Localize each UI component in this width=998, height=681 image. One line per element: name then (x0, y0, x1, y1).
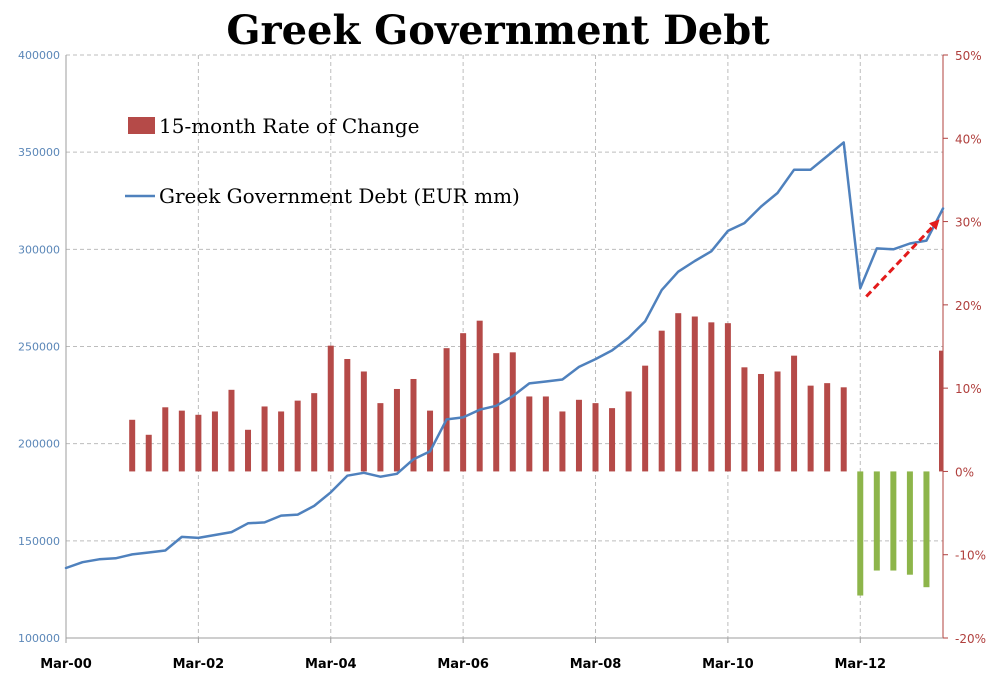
bar (857, 471, 864, 596)
right-tick-label: 0% (955, 465, 974, 479)
bar (195, 414, 202, 472)
bar (311, 393, 318, 472)
bar (427, 410, 434, 472)
axes: 100000 150000 200000 250000 300000 350000 4000… (18, 49, 986, 672)
right-tick-label: -10% (955, 549, 986, 563)
legend-swatch-bars (128, 117, 155, 134)
left-tick-label: 400000 (18, 49, 60, 62)
bar (791, 355, 798, 472)
bar (129, 419, 136, 472)
bar (741, 367, 748, 472)
bar (807, 385, 814, 472)
right-tick-label: 50% (955, 49, 982, 63)
right-tick-label: -20% (955, 632, 986, 646)
bar (327, 345, 334, 472)
bar (923, 471, 930, 588)
bar (228, 389, 235, 472)
x-tick-label: Mar-12 (834, 657, 886, 672)
bar (443, 348, 450, 472)
left-tick-label: 200000 (18, 438, 60, 451)
bar (642, 365, 649, 472)
bar (939, 350, 943, 472)
bar (245, 429, 252, 472)
bar (675, 313, 682, 472)
bar (708, 322, 715, 472)
x-tick-label: Mar-00 (40, 657, 92, 672)
right-tick-label: 30% (955, 216, 982, 230)
debt-line (64, 141, 945, 570)
bar (211, 411, 218, 472)
bar (609, 408, 616, 472)
bar (542, 396, 549, 472)
bar (344, 358, 351, 472)
right-tick-label: 20% (955, 299, 982, 313)
chart-title: Greek Government Debt (226, 7, 770, 54)
bar (278, 411, 285, 472)
legend: 15-month Rate of Change Greek Government… (125, 114, 520, 208)
annotations (865, 219, 940, 298)
bar (658, 330, 665, 472)
x-tick-label: Mar-02 (173, 657, 225, 672)
left-tick-label: 150000 (18, 535, 60, 548)
bar (906, 471, 913, 575)
grid (66, 54, 943, 638)
legend-label-bars: 15-month Rate of Change (159, 114, 419, 138)
line-series (64, 141, 945, 570)
bar (377, 403, 384, 472)
bar (476, 320, 483, 472)
left-tick-label: 300000 (18, 243, 60, 256)
bar (178, 410, 185, 472)
bar (890, 471, 897, 571)
bar (261, 406, 268, 472)
bar (757, 373, 764, 472)
bar (294, 400, 301, 472)
bar (774, 371, 781, 472)
bar (691, 316, 698, 472)
x-tick-label: Mar-06 (437, 657, 489, 672)
bar (824, 383, 831, 472)
legend-label-line: Greek Government Debt (EUR mm) (159, 184, 520, 208)
bar-series (129, 313, 943, 596)
bar (393, 388, 400, 472)
right-tick-label: 10% (955, 382, 982, 396)
right-tick-label: 40% (955, 132, 982, 146)
left-tick-label: 350000 (18, 146, 60, 159)
bar (575, 399, 582, 472)
bar (625, 391, 632, 472)
bar (493, 353, 500, 472)
bar (526, 396, 533, 472)
bar (162, 407, 169, 472)
trend-arrow (865, 219, 940, 298)
x-tick-label: Mar-10 (702, 657, 754, 672)
bar (410, 378, 417, 472)
bar (873, 471, 880, 571)
left-tick-label: 250000 (18, 341, 60, 354)
x-tick-label: Mar-04 (305, 657, 357, 672)
bar (460, 333, 467, 472)
bar (509, 352, 516, 472)
bar (559, 411, 566, 472)
x-tick-label: Mar-08 (570, 657, 622, 672)
bar (145, 434, 152, 472)
bar (360, 371, 367, 472)
bar (592, 403, 599, 472)
bar (840, 387, 847, 472)
bar (724, 323, 731, 472)
left-tick-label: 100000 (18, 632, 60, 645)
